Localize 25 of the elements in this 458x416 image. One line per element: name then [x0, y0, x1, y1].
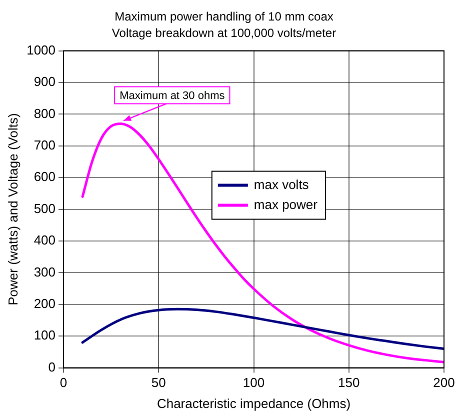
x-tick-label: 200 — [433, 375, 455, 390]
x-tick-label: 100 — [242, 375, 265, 390]
x-axis-title: Characteristic impedance (Ohms) — [156, 396, 351, 411]
legend-label: max power — [254, 196, 318, 212]
y-tick-label: 200 — [34, 296, 56, 311]
y-tick-label: 500 — [34, 200, 56, 216]
y-axis-title: Power (watts) and Voltage (Volts) — [5, 113, 20, 306]
x-tick-label: 150 — [338, 375, 360, 390]
x-tick-label: 50 — [151, 375, 166, 390]
y-tick-label: 600 — [34, 169, 56, 184]
y-tick-label: 700 — [34, 137, 56, 152]
y-tick-label: 0 — [48, 359, 56, 374]
x-tick-label: 0 — [60, 375, 68, 390]
y-tick-label: 1000 — [26, 42, 56, 58]
y-tick-label: 100 — [34, 328, 56, 343]
chart-title: Maximum power handling of 10 mm coax — [114, 10, 334, 24]
y-tick-label: 300 — [34, 264, 56, 280]
line-series — [81, 308, 444, 350]
annotation: Maximum at 30 ohms — [120, 90, 226, 102]
legend-label: max volts — [254, 176, 310, 192]
chart-subtitle: Voltage breakdown at 100,000 volts/meter — [112, 26, 336, 40]
y-tick-label: 900 — [34, 74, 56, 90]
y-tick-label: 800 — [34, 106, 56, 121]
y-tick-label: 400 — [34, 232, 56, 248]
line-series — [81, 122, 444, 364]
